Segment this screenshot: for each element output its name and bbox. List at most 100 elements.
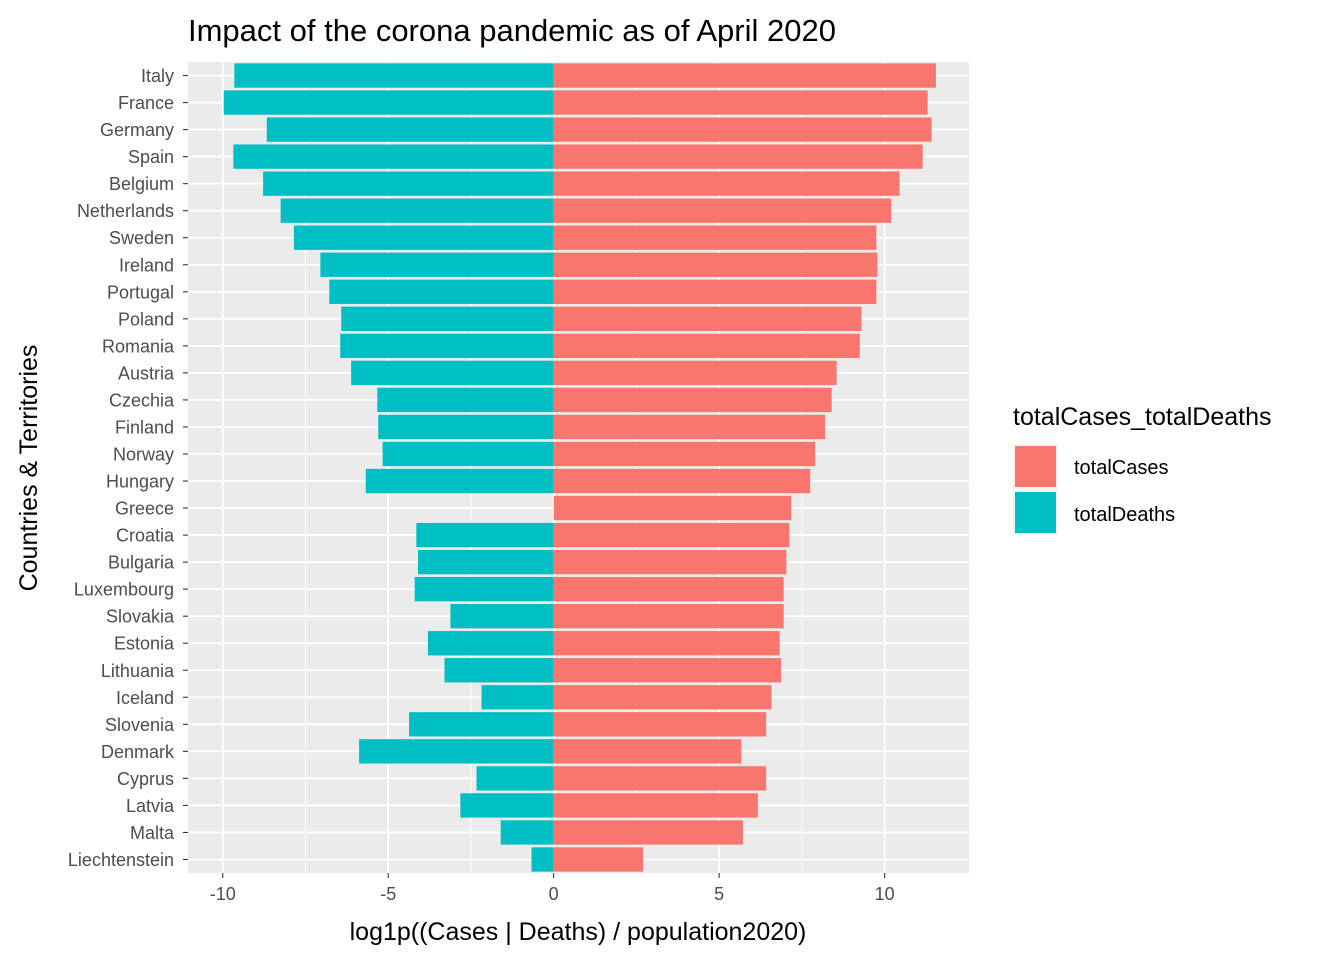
bar-totaldeaths-spain (233, 144, 554, 169)
bar-totalcases-slovakia (553, 604, 784, 629)
bar-totaldeaths-slovakia (450, 604, 554, 629)
bar-totaldeaths-estonia (427, 631, 554, 656)
bar-totaldeaths-croatia (416, 522, 554, 548)
bar-totalcases-austria (553, 360, 837, 386)
bar-totalcases-germany (553, 117, 932, 142)
y-tick-label-portugal: Portugal (107, 282, 174, 302)
y-tick-label-czechia: Czechia (109, 390, 175, 410)
bar-totaldeaths-italy (234, 63, 554, 88)
bar-totaldeaths-sweden (293, 225, 554, 250)
panel-background (188, 62, 969, 873)
bar-totalcases-luxembourg (553, 576, 784, 602)
bar-totalcases-ireland (553, 252, 878, 277)
bar-totaldeaths-finland (378, 414, 554, 440)
y-axis-title: Countries & Territories (15, 345, 43, 592)
bars (223, 63, 936, 872)
y-tick-label-luxembourg: Luxembourg (74, 580, 174, 600)
y-tick-label-bulgaria: Bulgaria (108, 553, 175, 573)
bar-totaldeaths-iceland (481, 685, 554, 710)
bar-totalcases-france (553, 90, 928, 115)
legend-swatch-totaldeaths (1015, 492, 1056, 533)
y-tick-label-romania: Romania (102, 336, 175, 356)
legend-label-totalcases: totalCases (1074, 457, 1169, 479)
y-tick-label-iceland: Iceland (116, 688, 174, 708)
y-tick-label-france: France (118, 93, 174, 113)
y-tick-label-denmark: Denmark (101, 742, 175, 762)
y-tick-label-estonia: Estonia (114, 634, 175, 654)
bar-totalcases-czechia (553, 387, 832, 413)
bar-totalcases-belgium (553, 171, 900, 196)
bar-totalcases-croatia (553, 522, 790, 548)
bar-totalcases-italy (553, 63, 936, 88)
bar-totalcases-finland (553, 414, 826, 440)
legend-label-totaldeaths: totalDeaths (1074, 504, 1175, 526)
bar-totalcases-cyprus (553, 766, 767, 791)
y-tick-label-spain: Spain (128, 147, 174, 167)
bar-totaldeaths-bulgaria (417, 549, 554, 575)
bar-totaldeaths-norway (382, 441, 554, 467)
y-tick-label-germany: Germany (100, 120, 174, 140)
bar-totaldeaths-france (223, 90, 554, 115)
legend-swatch-totalcases (1015, 446, 1056, 487)
legend: totalCases_totalDeaths totalCases totalD… (1013, 403, 1271, 535)
y-tick-label-slovakia: Slovakia (106, 607, 175, 627)
bar-totaldeaths-denmark (359, 739, 554, 764)
bar-totalcases-portugal (553, 279, 877, 304)
y-tick-label-ireland: Ireland (119, 255, 174, 275)
y-tick-label-norway: Norway (113, 444, 174, 464)
bar-totalcases-hungary (553, 468, 811, 494)
bar-totalcases-spain (553, 144, 923, 169)
x-tick-label: -10 (210, 884, 236, 904)
bar-totaldeaths-luxembourg (414, 576, 554, 602)
bar-totaldeaths-latvia (460, 793, 554, 818)
bar-totalcases-iceland (553, 685, 772, 710)
bar-totalcases-liechtenstein (553, 847, 644, 872)
y-tick-label-finland: Finland (115, 417, 174, 437)
x-tick-label: 10 (875, 884, 895, 904)
bar-totalcases-norway (553, 441, 816, 467)
bar-totalcases-romania (553, 333, 860, 359)
bar-totalcases-denmark (553, 739, 742, 764)
bar-totalcases-greece (553, 495, 792, 521)
bar-totaldeaths-liechtenstein (531, 847, 554, 872)
y-tick-label-liechtenstein: Liechtenstein (68, 850, 174, 870)
y-tick-label-slovenia: Slovenia (105, 715, 175, 735)
axes: Italy France Germany Spain Belgium Netherland… (68, 66, 895, 904)
x-tick-label: -5 (380, 884, 396, 904)
bar-totaldeaths-malta (500, 820, 554, 845)
y-tick-label-lithuania: Lithuania (101, 661, 175, 681)
legend-title: totalCases_totalDeaths (1013, 403, 1271, 431)
y-tick-label-netherlands: Netherlands (77, 201, 174, 221)
bar-totalcases-malta (553, 820, 743, 845)
bar-totalcases-lithuania (553, 658, 782, 683)
bar-totaldeaths-netherlands (280, 198, 554, 223)
bar-totalcases-bulgaria (553, 549, 787, 575)
bar-totaldeaths-lithuania (444, 658, 554, 683)
bar-totalcases-sweden (553, 225, 877, 250)
bar-totalcases-poland (553, 306, 862, 331)
x-axis-title: log1p((Cases | Deaths) / population2020) (350, 918, 807, 946)
bar-totaldeaths-belgium (263, 171, 554, 196)
y-tick-label-sweden: Sweden (109, 228, 174, 248)
y-tick-label-austria: Austria (118, 363, 175, 383)
y-tick-label-malta: Malta (130, 823, 175, 843)
bar-totaldeaths-czechia (377, 387, 554, 413)
bar-totaldeaths-slovenia (409, 712, 554, 737)
y-tick-label-hungary: Hungary (106, 472, 174, 492)
y-tick-label-greece: Greece (115, 499, 174, 519)
bar-totalcases-slovenia (553, 712, 767, 737)
chart-title: Impact of the corona pandemic as of Apri… (188, 13, 836, 48)
bar-totaldeaths-portugal (329, 279, 554, 304)
bar-totaldeaths-austria (351, 360, 554, 386)
x-tick-label: 5 (714, 884, 724, 904)
y-tick-label-croatia: Croatia (116, 526, 175, 546)
bar-totaldeaths-cyprus (476, 766, 554, 791)
y-tick-label-poland: Poland (118, 309, 174, 329)
bar-totaldeaths-romania (340, 333, 554, 359)
x-tick-label: 0 (549, 884, 559, 904)
bar-totaldeaths-hungary (365, 468, 554, 494)
y-tick-label-italy: Italy (141, 66, 174, 86)
y-tick-label-latvia: Latvia (126, 796, 175, 816)
bar-totaldeaths-ireland (320, 252, 554, 277)
